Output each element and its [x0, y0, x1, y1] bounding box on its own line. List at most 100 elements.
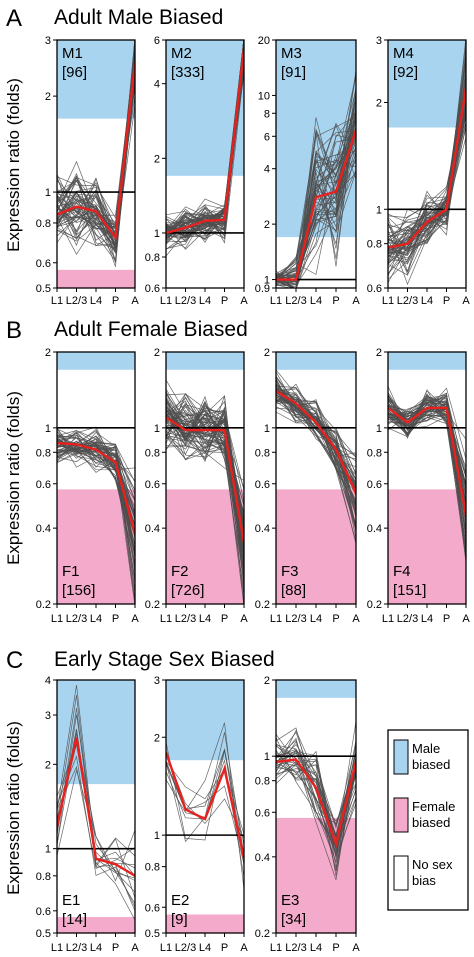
x-tick-label: L4	[421, 613, 433, 625]
y-axis-label-1: Expression ratio (folds)	[4, 78, 23, 252]
panel-e1: 4 3 2 1 0.8 0.6 0.5L1 L2/3 L4 P A E1 [14]	[36, 675, 140, 954]
x-tick-label: P	[112, 295, 119, 307]
male-biased-band	[276, 680, 356, 698]
panel-count: [88]	[281, 582, 306, 599]
gene-trace	[276, 379, 356, 542]
gene-trace	[276, 748, 356, 850]
panel-name: F4	[393, 563, 411, 580]
y-axis-label-3: Expression ratio (folds)	[4, 721, 23, 895]
x-tick-label: L2/3	[397, 613, 418, 625]
mean-line	[57, 441, 135, 535]
x-tick-label: L4	[199, 613, 211, 625]
y-tick-label: 0.8	[36, 218, 51, 230]
row-letter-b: B	[6, 317, 22, 344]
gene-trace	[166, 760, 244, 835]
y-tick-label: 2	[45, 91, 51, 103]
x-tick-label: L1	[51, 942, 63, 954]
female-biased-band	[57, 917, 135, 933]
y-tick-label: 0.8	[145, 252, 160, 264]
mean-line	[166, 416, 244, 544]
x-tick-label: L2/3	[66, 613, 87, 625]
y-tick-label: 3	[45, 710, 51, 722]
panel-count: [91]	[281, 64, 306, 81]
x-tick-label: A	[131, 613, 139, 625]
panel-name: E2	[171, 892, 189, 909]
y-tick-label: 0.6	[145, 479, 160, 491]
panel-m1: 3 2 1 0.8 0.6 0.5L1 L2/3 L4 P A M1 [96]	[36, 35, 140, 307]
panel-count: [333]	[171, 64, 204, 81]
legend-label-none: bias	[412, 873, 436, 888]
mean-line	[166, 751, 244, 859]
y-tick-label: 20	[258, 35, 270, 47]
legend-label-female: biased	[412, 815, 450, 830]
y-tick-label: 0.6	[255, 479, 270, 491]
x-tick-label: L1	[160, 613, 172, 625]
x-tick-label: A	[240, 942, 248, 954]
y-tick-label: 0.6	[36, 906, 51, 918]
panel-count: [9]	[171, 911, 188, 928]
x-tick-label: A	[240, 613, 248, 625]
y-tick-label: 0.8	[367, 239, 382, 251]
gene-trace	[166, 722, 244, 890]
y-tick-label: 0.2	[367, 599, 382, 611]
panel-count: [726]	[171, 582, 204, 599]
x-tick-label: L4	[421, 295, 433, 307]
x-tick-label: L4	[199, 942, 211, 954]
mean-line	[388, 406, 466, 516]
male-biased-band	[388, 352, 466, 370]
gene-trace	[388, 84, 466, 257]
y-tick-label: 2	[264, 219, 270, 231]
y-tick-label: 3	[45, 35, 51, 47]
gene-trace	[166, 395, 244, 537]
x-tick-label: L2/3	[285, 613, 306, 625]
panel-name: M1	[62, 45, 83, 62]
y-tick-label: 0.2	[255, 928, 270, 940]
gene-trace	[388, 137, 466, 254]
y-tick-label: 6	[264, 131, 270, 143]
y-tick-label: 2	[154, 347, 160, 359]
x-tick-label: P	[443, 295, 450, 307]
y-tick-label: 0.8	[367, 447, 382, 459]
y-tick-label: 1	[154, 423, 160, 435]
mean-line	[57, 736, 135, 877]
x-tick-label: L2/3	[175, 295, 196, 307]
gene-traces	[276, 369, 356, 544]
y-tick-label: 10	[258, 90, 270, 102]
y-tick-label: 0.5	[36, 928, 51, 940]
x-tick-label: P	[332, 613, 339, 625]
x-tick-label: P	[221, 942, 228, 954]
mean-line	[388, 87, 466, 249]
y-tick-label: 1	[264, 423, 270, 435]
y-tick-label: 3	[154, 675, 160, 687]
x-tick-label: L2/3	[175, 613, 196, 625]
y-tick-label: 0.4	[36, 523, 51, 535]
gene-trace	[276, 116, 356, 287]
y-tick-label: 0.6	[145, 283, 160, 295]
x-tick-label: A	[240, 295, 248, 307]
mean-line	[57, 62, 135, 241]
panel-e3: 2 1 0.8 0.6 0.4 0.2L1 L2/3 L4 P A E3 [34]	[255, 675, 361, 954]
panel-m3: 20 10 8 6 4 2 10.9L1 L2/3 L4 P A M3 [91]	[255, 35, 361, 307]
legend-swatch-female	[393, 797, 409, 833]
panel-name: M3	[281, 45, 302, 62]
x-tick-label: L4	[310, 295, 322, 307]
gene-trace	[57, 765, 135, 869]
y-axis-labels: Expression ratio (folds) Expression ratio…	[4, 78, 23, 895]
row-headers: A Adult Male Biased B Adult Female Biased C E…	[6, 5, 275, 674]
y-tick-label: 6	[154, 35, 160, 47]
y-tick-label: 1	[376, 204, 382, 216]
y-tick-label: 0.9	[255, 283, 270, 295]
mean-line	[276, 389, 356, 494]
mean-line	[276, 758, 356, 849]
y-tick-label: 2	[376, 97, 382, 109]
y-tick-label: 0.8	[255, 776, 270, 788]
panel-name: F2	[171, 563, 189, 580]
y-tick-label: 2	[264, 347, 270, 359]
gene-trace	[388, 400, 466, 548]
y-tick-label: 0.6	[36, 479, 51, 491]
x-tick-label: L1	[270, 613, 282, 625]
gene-trace	[166, 741, 244, 857]
gene-trace	[276, 743, 356, 829]
row-letter-a: A	[6, 5, 22, 32]
